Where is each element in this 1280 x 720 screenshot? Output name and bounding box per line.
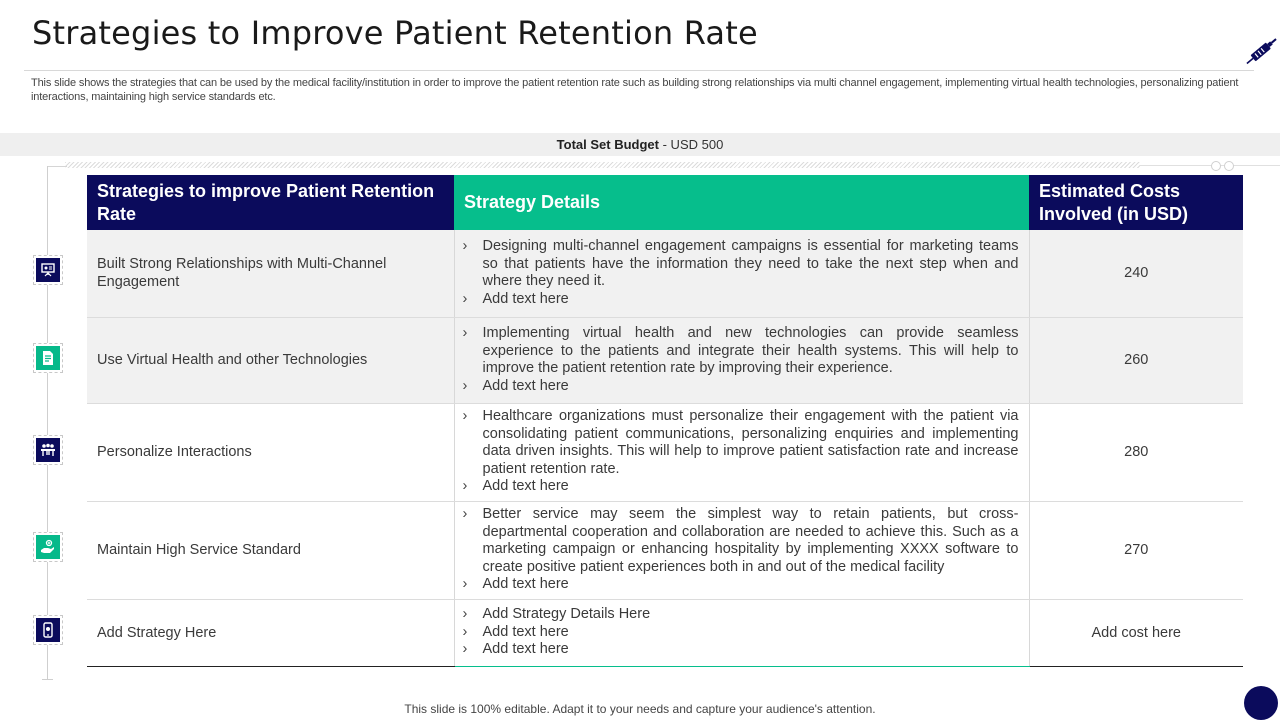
cost-cell: 260 [1028,317,1243,404]
detail-bullet: Add text here [463,291,1019,309]
header-costs: Estimated Costs Involved (in USD) [1029,175,1243,230]
budget-label: Total Set Budget [556,137,659,152]
table-row: Built Strong Relationships with Multi-Ch… [87,230,1243,318]
cost-cell: 270 [1028,501,1243,600]
detail-bullet: Designing multi-channel engagement campa… [463,238,1019,291]
table-header-row: Strategies to improve Patient Retention … [87,175,1243,230]
table-row: Personalize Interactions Healthcare orga… [87,403,1243,502]
strategy-cell: Built Strong Relationships with Multi-Ch… [87,230,454,318]
cost-cell: 240 [1028,230,1243,318]
cost-cell: 280 [1028,403,1243,502]
team-meeting-icon [33,435,63,465]
decorative-hatch [65,162,1140,168]
details-cell: Better service may seem the simplest way… [453,501,1029,600]
decorative-circle [1224,161,1234,171]
budget-banner: Total Set Budget - USD 500 [0,133,1280,156]
title-divider [24,70,1254,71]
detail-bullet: Add text here [463,478,1019,496]
strategy-cell: Maintain High Service Standard [87,501,454,600]
table-row: Add Strategy Here Add Strategy Details H… [87,599,1243,667]
detail-bullet: Add Strategy Details Here [463,606,1019,624]
strategy-cell: Personalize Interactions [87,403,454,502]
mobile-device-icon [33,615,63,645]
timeline-line [47,166,48,680]
hand-service-icon [33,532,63,562]
decorative-circle [1211,161,1221,171]
details-cell: Implementing virtual health and new tech… [453,317,1029,404]
strategy-cell: Add Strategy Here [87,599,454,667]
syringe-icon [1246,38,1277,65]
budget-value: - USD 500 [662,137,724,152]
details-cell: Healthcare organizations must personaliz… [453,403,1029,502]
detail-bullet: Implementing virtual health and new tech… [463,325,1019,378]
strategy-cell: Use Virtual Health and other Technologie… [87,317,454,404]
presentation-board-icon [33,255,63,285]
document-icon [33,343,63,373]
detail-bullet: Add text here [463,576,1019,594]
page-title: Strategies to Improve Patient Retention … [32,14,758,52]
footer-note: This slide is 100% editable. Adapt it to… [404,702,876,716]
detail-bullet: Add text here [463,624,1019,642]
detail-bullet: Healthcare organizations must personaliz… [463,408,1019,478]
detail-bullet: Better service may seem the simplest way… [463,506,1019,576]
decorative-line [1140,165,1280,166]
header-strategy: Strategies to improve Patient Retention … [87,175,454,230]
header-details: Strategy Details [454,175,1029,230]
cost-cell: Add cost here [1028,599,1243,667]
timeline-end [42,679,53,680]
detail-bullet: Add text here [463,641,1019,659]
corner-decoration [1244,686,1278,720]
strategies-table: Strategies to improve Patient Retention … [87,175,1243,667]
decorative-line [47,166,67,167]
table-row: Maintain High Service Standard Better se… [87,501,1243,600]
slide-description: This slide shows the strategies that can… [31,77,1239,103]
detail-bullet: Add text here [463,378,1019,396]
table-row: Use Virtual Health and other Technologie… [87,317,1243,404]
details-cell: Add Strategy Details Here Add text here … [453,599,1029,667]
details-cell: Designing multi-channel engagement campa… [453,230,1029,318]
